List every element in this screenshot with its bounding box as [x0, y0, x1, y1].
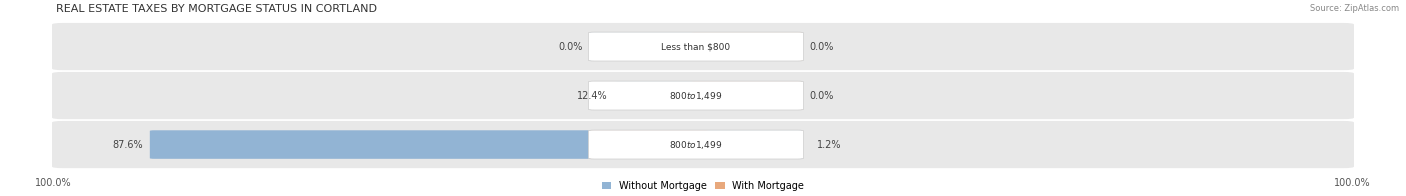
- FancyBboxPatch shape: [588, 32, 804, 61]
- Text: Source: ZipAtlas.com: Source: ZipAtlas.com: [1310, 4, 1399, 13]
- Legend: Without Mortgage, With Mortgage: Without Mortgage, With Mortgage: [602, 181, 804, 191]
- FancyBboxPatch shape: [588, 81, 804, 110]
- Text: Less than $800: Less than $800: [661, 42, 731, 51]
- FancyBboxPatch shape: [52, 121, 1354, 168]
- FancyBboxPatch shape: [588, 130, 804, 159]
- FancyBboxPatch shape: [591, 32, 700, 61]
- Text: 12.4%: 12.4%: [578, 91, 607, 101]
- FancyBboxPatch shape: [614, 81, 801, 110]
- Text: 100.0%: 100.0%: [35, 178, 72, 188]
- Text: 0.0%: 0.0%: [558, 42, 582, 52]
- Text: $800 to $1,499: $800 to $1,499: [669, 139, 723, 151]
- Text: REAL ESTATE TAXES BY MORTGAGE STATUS IN CORTLAND: REAL ESTATE TAXES BY MORTGAGE STATUS IN …: [56, 4, 377, 14]
- Text: 100.0%: 100.0%: [1334, 178, 1371, 188]
- Text: 0.0%: 0.0%: [810, 91, 834, 101]
- Text: 0.0%: 0.0%: [810, 42, 834, 52]
- Text: 1.2%: 1.2%: [817, 140, 841, 150]
- Text: $800 to $1,499: $800 to $1,499: [669, 90, 723, 102]
- FancyBboxPatch shape: [150, 130, 801, 159]
- FancyBboxPatch shape: [692, 32, 801, 61]
- FancyBboxPatch shape: [591, 130, 707, 159]
- FancyBboxPatch shape: [52, 23, 1354, 70]
- Text: 87.6%: 87.6%: [112, 140, 143, 150]
- FancyBboxPatch shape: [692, 81, 801, 110]
- FancyBboxPatch shape: [52, 72, 1354, 119]
